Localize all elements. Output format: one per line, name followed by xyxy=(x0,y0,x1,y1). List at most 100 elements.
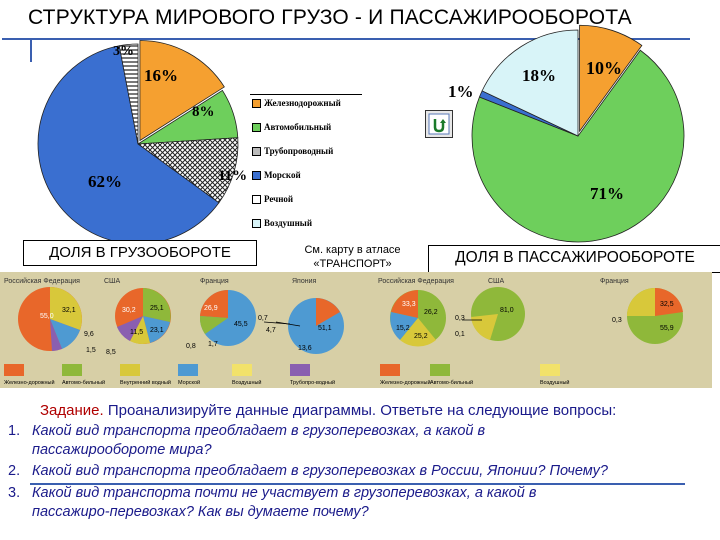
return-button[interactable] xyxy=(425,110,453,138)
atlas-value: 25,2 xyxy=(414,333,428,340)
atlas-panel-title: Япония xyxy=(292,278,317,285)
atlas-pie-cargo-usa: 30,2 25,1 23,1 11,5 8,5 xyxy=(106,288,171,356)
atlas-note: См. карту в атласе «ТРАНСПОРТ» xyxy=(304,244,401,270)
atlas-legend-label: Автомо-бильный xyxy=(62,379,105,386)
atlas-legend-swatch xyxy=(4,364,24,376)
atlas-panel-title: США xyxy=(488,278,504,285)
atlas-legend-swatch xyxy=(178,364,198,376)
atlas-value: 33,3 xyxy=(402,301,416,308)
atlas-pie-cargo-fr: 26,9 45,5 0,8 1,7 xyxy=(186,289,256,350)
atlas-panel-title: Российская Федерация xyxy=(378,277,454,285)
atlas-legend-swatch xyxy=(430,364,450,376)
atlas-value: 32,1 xyxy=(62,307,76,314)
atlas-value: 26,2 xyxy=(424,309,438,316)
pie-slice-0 xyxy=(139,40,225,142)
pass-label-air: 18% xyxy=(522,66,556,85)
atlas-value: 25,1 xyxy=(150,305,164,312)
task-label: Задание. xyxy=(40,402,104,419)
legend-item: Речной xyxy=(252,194,293,208)
page-title: СТРУКТУРА МИРОВОГО ГРУЗО - И ПАССАЖИРООБ… xyxy=(28,6,632,29)
atlas-value: 55,0 xyxy=(40,313,54,320)
atlas-pie-cargo-rf: 55,0 32,1 9,6 1,5 xyxy=(18,287,96,354)
atlas-legend-swatch xyxy=(62,364,82,376)
legend-swatch xyxy=(252,99,261,109)
legend-swatch xyxy=(252,147,261,157)
atlas-value: 45,5 xyxy=(234,321,248,328)
pie-slice-3 xyxy=(37,45,220,240)
atlas-value: 13,6 xyxy=(298,345,312,352)
atlas-diagrams: Российская Федерация США Франция Япония … xyxy=(4,277,683,386)
pass-label-rail: 10% xyxy=(586,58,622,78)
pass-label-auto: 71% xyxy=(590,184,624,203)
question-continuation: пассажирообороте мира? xyxy=(32,442,212,458)
atlas-value: 0,8 xyxy=(186,343,196,350)
cargo-label-auto: 8% xyxy=(192,104,215,120)
atlas-value: 0,7 xyxy=(258,315,268,322)
title-accent xyxy=(30,40,32,62)
legend-item: Трубопроводный xyxy=(252,146,333,160)
return-arrow-icon xyxy=(428,113,450,135)
question-underline xyxy=(30,483,685,485)
legend-label: Морской xyxy=(264,170,301,180)
pie-slice-3 xyxy=(481,29,579,137)
legend-swatch xyxy=(252,219,261,229)
atlas-value: 0,1 xyxy=(455,331,465,338)
atlas-value: 26,9 xyxy=(204,305,218,312)
atlas-legend-label: Автомо-бильный xyxy=(430,379,473,386)
atlas-panel-title: США xyxy=(104,278,120,285)
atlas-legend-swatch xyxy=(540,364,560,376)
atlas-value: 30,2 xyxy=(122,307,136,314)
atlas-value: 81,0 xyxy=(500,307,514,314)
legend-label: Железнодорожный xyxy=(264,98,341,108)
atlas-legend-label: Воздушный xyxy=(540,379,570,386)
legend-swatch xyxy=(252,123,261,133)
atlas-legend-label: Воздушный xyxy=(232,379,262,386)
question-number: 1. xyxy=(8,423,21,439)
atlas-legend-label: Железно-дорожный xyxy=(380,379,431,386)
legend-label: Воздушный xyxy=(264,218,313,228)
question-text: Какой вид транспорта преобладает в грузо… xyxy=(32,463,608,479)
legend-label: Речной xyxy=(264,194,294,204)
legend-label: Автомобильный xyxy=(264,122,332,132)
pie-slice-2 xyxy=(136,137,239,204)
question-continuation: пассажиро-перевозках? Как вы думаете поч… xyxy=(32,504,369,520)
passenger-chart-title: ДОЛЯ В ПАССАЖИРООБОРОТЕ xyxy=(428,245,720,273)
atlas-pie-cargo-jp: 0,7 4,7 13,6 51,1 xyxy=(258,298,344,354)
atlas-diagrams-image: Российская Федерация США Франция Япония … xyxy=(0,272,712,388)
atlas-legend: Железно-дорожный Автомо-бильный Внутренн… xyxy=(4,364,570,386)
atlas-pie-pass-usa: 0,3 0,1 81,0 xyxy=(455,287,525,341)
atlas-legend-swatch xyxy=(232,364,252,376)
atlas-pie-pass-rf: 33,3 26,2 15,2 25,2 xyxy=(390,290,446,347)
atlas-value: 51,1 xyxy=(318,325,332,332)
atlas-legend-label: Трубопро-водный xyxy=(290,379,335,386)
atlas-value: 8,5 xyxy=(106,349,116,356)
cargo-label-pipeline: 11% xyxy=(218,168,248,184)
pie-slice-1 xyxy=(471,49,685,243)
cargo-label-rail: 16% xyxy=(144,66,178,85)
atlas-value: 1,5 xyxy=(86,347,96,354)
atlas-legend-swatch xyxy=(120,364,140,376)
pie-slice-4 xyxy=(118,43,139,145)
question-item: 3. Какой вид транспорта почти не участвуе… xyxy=(8,484,536,503)
question-number: 3. xyxy=(8,485,21,501)
pass-label-sea: 1% xyxy=(448,82,474,101)
legend-item: Автомобильный xyxy=(252,122,331,136)
atlas-value: 4,7 xyxy=(266,327,276,334)
task-text: Проанализируйте данные диаграммы. Ответь… xyxy=(107,402,617,419)
cargo-label-river: 3% xyxy=(113,44,134,59)
cargo-pie-chart xyxy=(37,40,239,240)
legend-label: Трубопроводный xyxy=(264,146,334,156)
question-text: Какой вид транспорта преобладает в грузо… xyxy=(32,423,486,439)
legend-item: Морской xyxy=(252,170,301,184)
atlas-value: 0,3 xyxy=(612,317,622,324)
atlas-legend-swatch xyxy=(290,364,310,376)
question-number: 2. xyxy=(8,463,21,479)
atlas-value: 15,2 xyxy=(396,325,410,332)
question-item: 2. Какой вид транспорта преобладает в гру… xyxy=(8,462,608,481)
legend-swatch xyxy=(252,195,261,205)
atlas-pie-pass-fr: 32,5 0,3 55,9 xyxy=(612,287,683,344)
legend-item: Железнодорожный xyxy=(252,98,341,112)
legend-swatch xyxy=(252,171,261,181)
atlas-value: 23,1 xyxy=(150,327,164,334)
atlas-value: 1,7 xyxy=(208,341,218,348)
